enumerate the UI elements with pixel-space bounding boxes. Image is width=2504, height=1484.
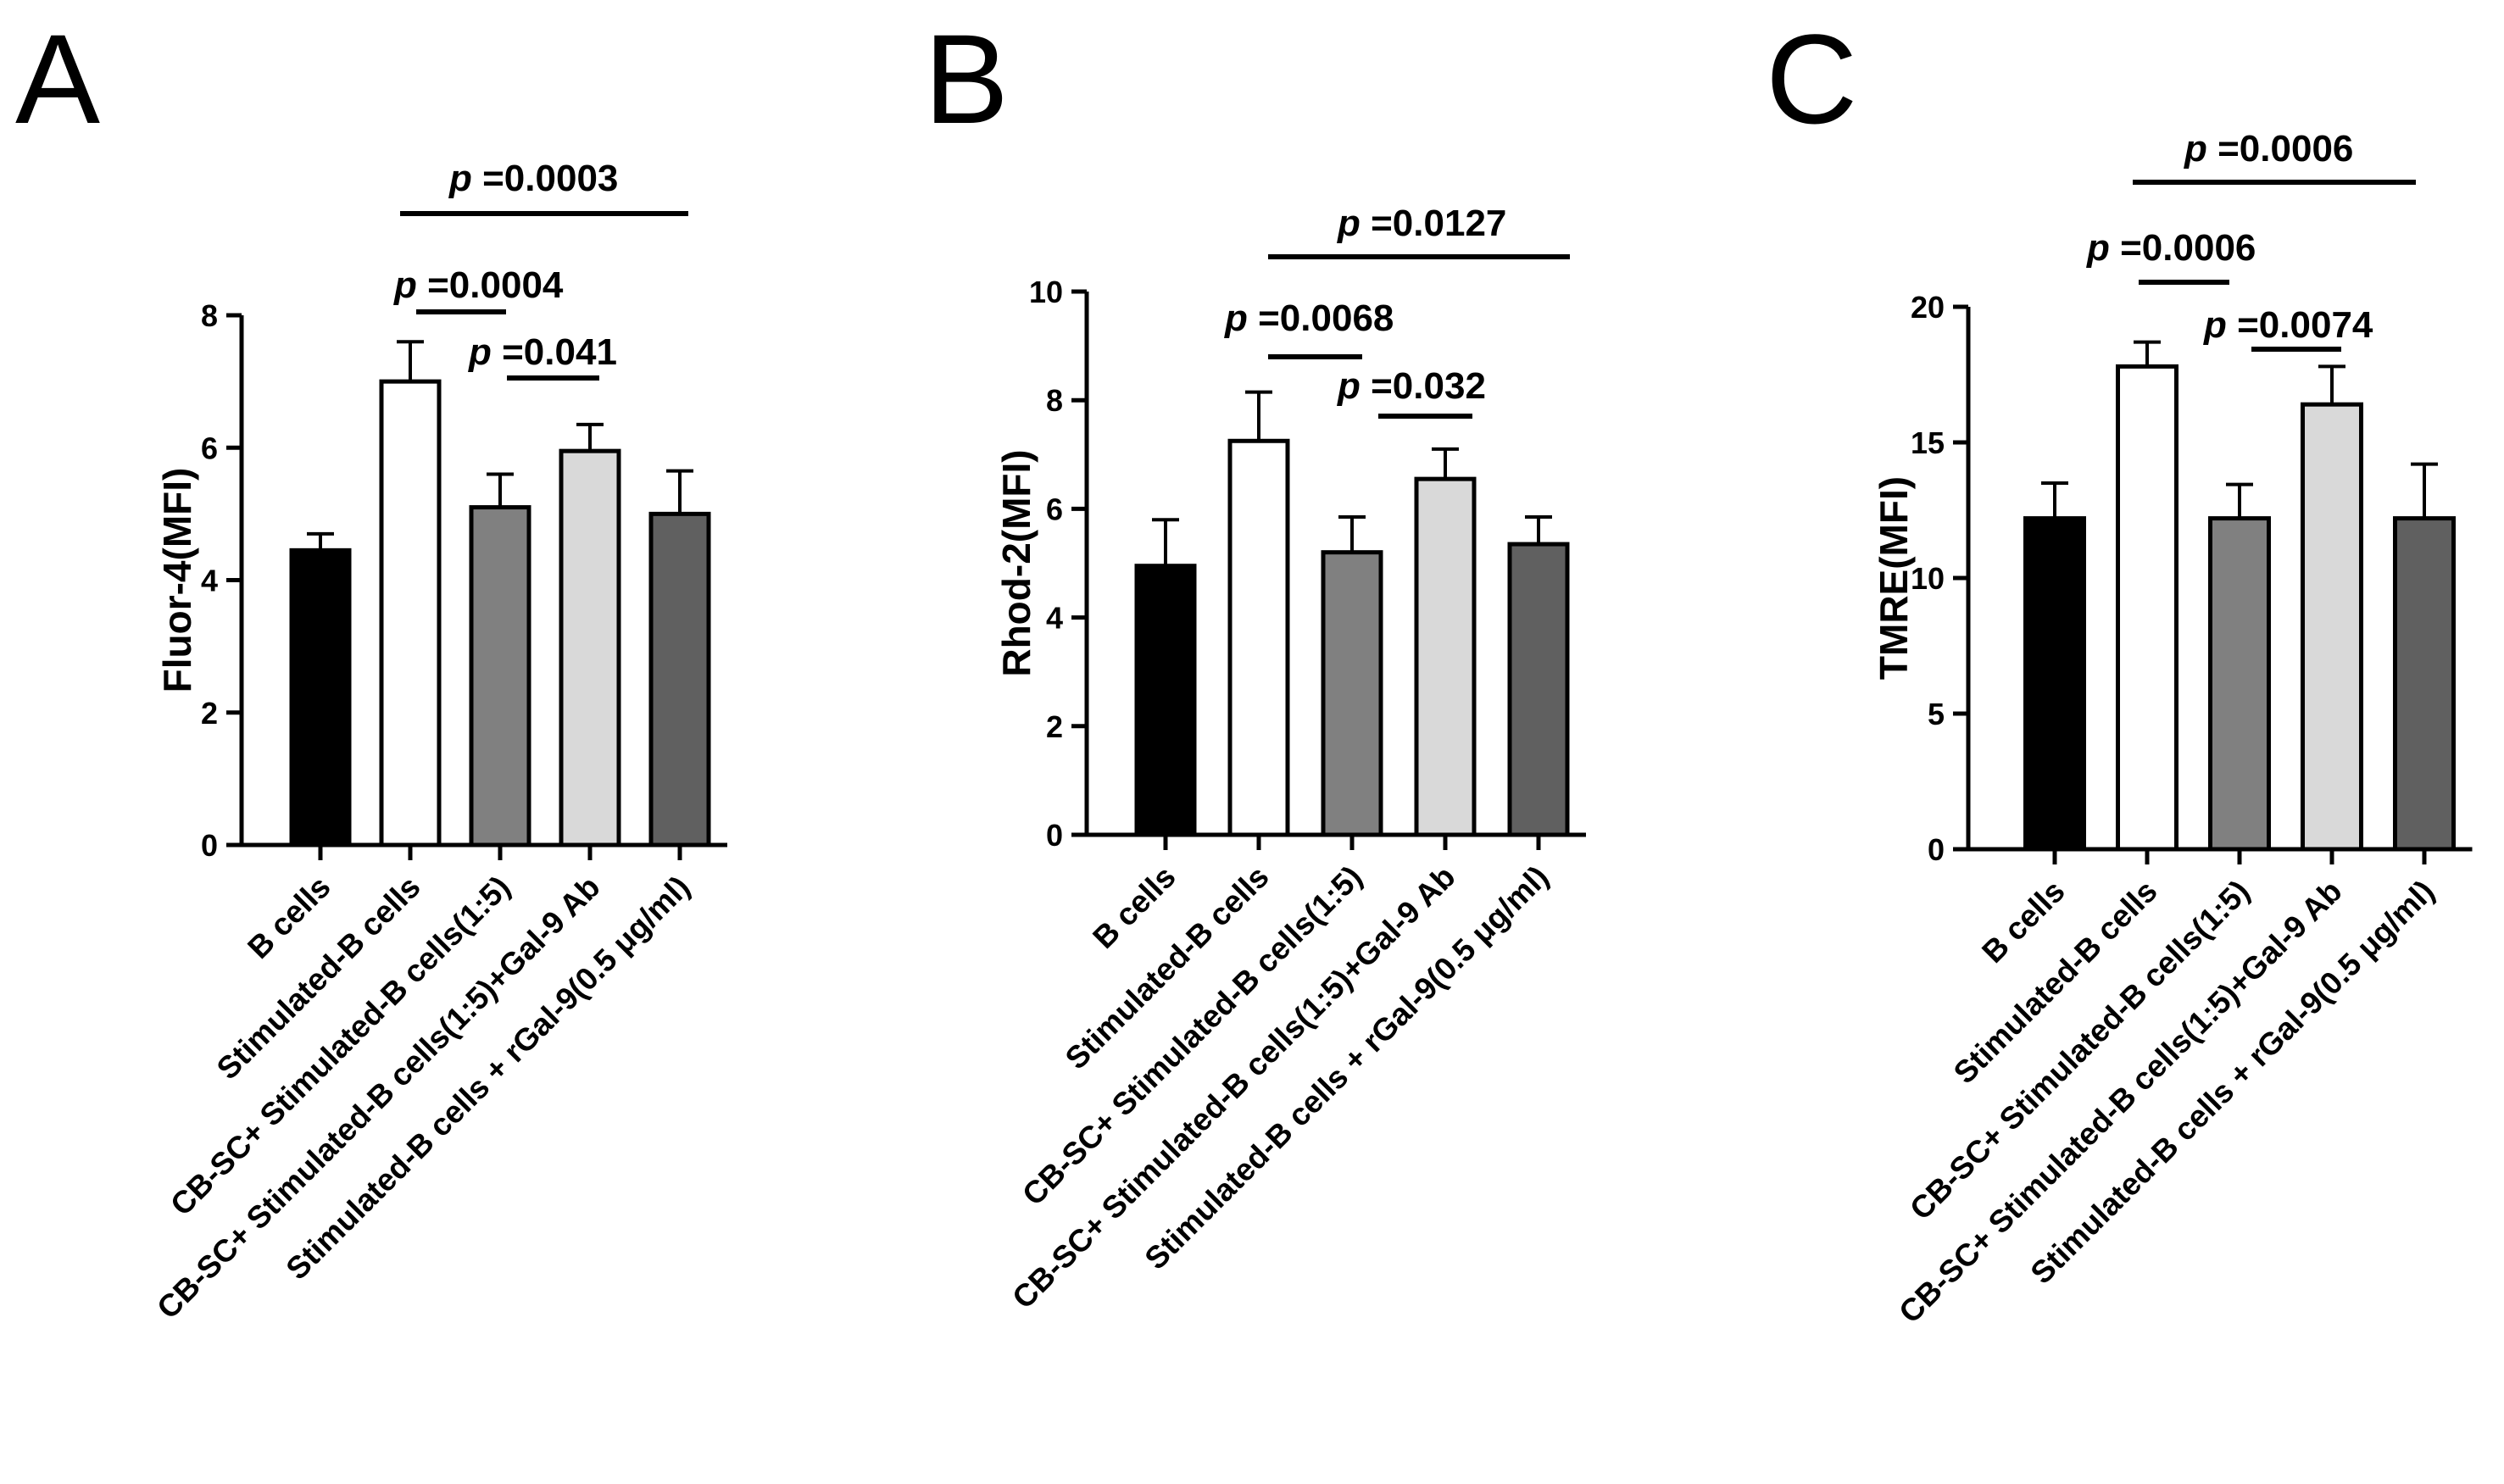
x-category-label: CB-SC+ Stimulated-B cells(1:5) bbox=[1903, 874, 2256, 1226]
p-value: =0.032 bbox=[1371, 365, 1486, 407]
p-value: =0.0003 bbox=[482, 158, 618, 199]
bar-1 bbox=[289, 547, 352, 848]
p-symbol: p bbox=[448, 158, 482, 199]
p-symbol: p bbox=[1337, 203, 1371, 244]
x-category-label: B cells bbox=[1086, 859, 1182, 955]
p-value-label: p =0.0074 bbox=[2203, 304, 2373, 346]
y-axis-title: Rhod-2(MFI) bbox=[994, 449, 1038, 676]
y-tick-label: 0 bbox=[1046, 818, 1063, 853]
panel-letter: A bbox=[15, 8, 100, 150]
p-value: =0.0004 bbox=[427, 264, 564, 306]
panel-letter: C bbox=[1766, 8, 1857, 150]
bar-2 bbox=[379, 379, 442, 848]
y-tick-label: 15 bbox=[1911, 425, 1945, 460]
p-value: =0.0068 bbox=[1258, 297, 1394, 339]
p-value-label: p =0.0068 bbox=[1224, 297, 1394, 339]
bar-1 bbox=[2023, 516, 2086, 852]
y-tick-label: 0 bbox=[201, 828, 218, 863]
bar-1 bbox=[1134, 564, 1197, 837]
p-symbol: p bbox=[1224, 297, 1258, 339]
bar-5 bbox=[2393, 516, 2456, 852]
y-tick-label: 6 bbox=[1046, 492, 1063, 526]
p-value: =0.0074 bbox=[2237, 304, 2373, 346]
p-value: =0.041 bbox=[502, 331, 617, 373]
bar-2 bbox=[2116, 364, 2178, 852]
y-tick-label: 20 bbox=[1911, 290, 1945, 325]
y-tick-label: 0 bbox=[1928, 832, 1945, 867]
y-tick-label: 10 bbox=[1911, 561, 1945, 596]
bar-5 bbox=[648, 511, 711, 848]
y-tick-label: 4 bbox=[201, 564, 218, 598]
y-tick-label: 4 bbox=[1046, 601, 1063, 636]
p-value-label: p =0.0006 bbox=[2086, 227, 2256, 269]
p-symbol: p bbox=[2184, 128, 2217, 170]
p-value-label: p =0.0004 bbox=[393, 264, 564, 306]
bar-2 bbox=[1227, 438, 1290, 837]
p-value-label: p =0.032 bbox=[1337, 365, 1486, 407]
panel-letter: B bbox=[924, 8, 1009, 150]
x-category-label: CB-SC+ Stimulated-B cells(1:5) bbox=[1016, 859, 1368, 1212]
p-value: =0.0006 bbox=[2120, 227, 2256, 269]
p-symbol: p bbox=[393, 264, 427, 306]
x-category-label: CB-SC+ Stimulated-B cells(1:5)+Gal-9 Ab bbox=[1005, 859, 1461, 1315]
y-axis-title: TMRE(MFI) bbox=[1872, 476, 1916, 680]
x-category-label: CB-SC+ Stimulated-B cells(1:5) bbox=[164, 870, 516, 1222]
y-tick-label: 6 bbox=[201, 431, 218, 465]
y-tick-label: 2 bbox=[1046, 709, 1063, 744]
bar-4 bbox=[1414, 476, 1477, 837]
p-value-label: p =0.0127 bbox=[1337, 203, 1506, 244]
p-value-label: p =0.041 bbox=[468, 331, 617, 373]
x-category-label: CB-SC+ Stimulated-B cells(1:5)+Gal-9 Ab bbox=[1892, 874, 2348, 1330]
y-tick-label: 8 bbox=[201, 298, 218, 333]
y-tick-label: 8 bbox=[1046, 383, 1063, 418]
y-tick-label: 10 bbox=[1029, 275, 1063, 309]
bar-3 bbox=[2208, 516, 2271, 852]
p-value: =0.0127 bbox=[1371, 203, 1506, 244]
bar-3 bbox=[1321, 550, 1383, 837]
p-value: =0.0006 bbox=[2217, 128, 2353, 170]
p-value-label: p =0.0003 bbox=[448, 158, 618, 199]
p-symbol: p bbox=[2203, 304, 2237, 346]
p-symbol: p bbox=[2086, 227, 2120, 269]
p-value-label: p =0.0006 bbox=[2184, 128, 2353, 170]
y-tick-label: 5 bbox=[1928, 697, 1945, 731]
p-symbol: p bbox=[468, 331, 502, 373]
bar-3 bbox=[469, 505, 531, 848]
p-symbol: p bbox=[1337, 365, 1371, 407]
bar-4 bbox=[2301, 402, 2363, 852]
bar-5 bbox=[1507, 542, 1570, 837]
y-axis-title: Fluor-4(MFI) bbox=[155, 468, 199, 693]
y-tick-label: 2 bbox=[201, 696, 218, 731]
bar-4 bbox=[559, 448, 621, 848]
